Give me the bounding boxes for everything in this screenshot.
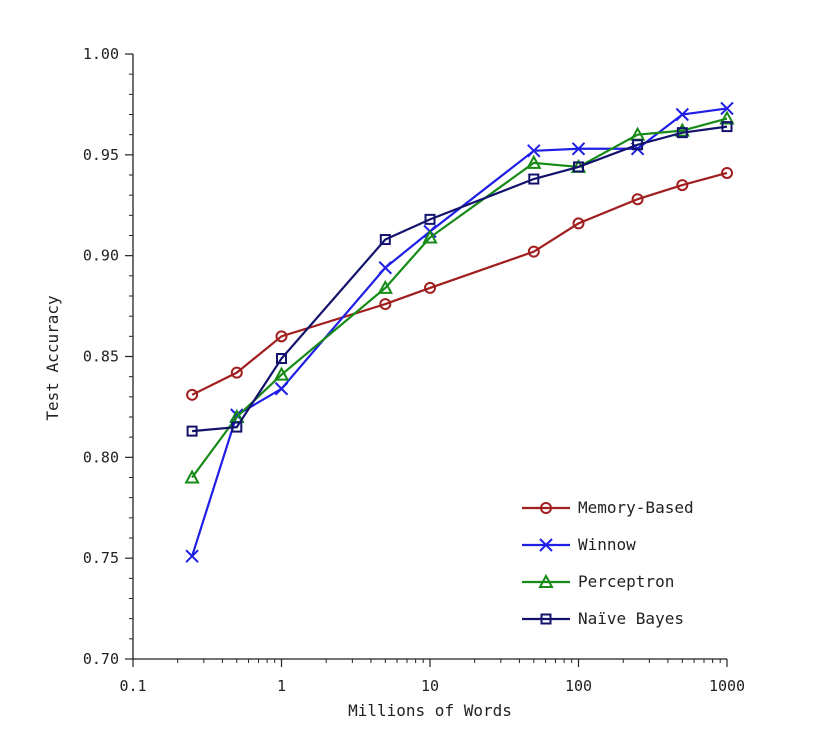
- y-tick-label: 0.80: [83, 448, 119, 466]
- data-point-memory-based: [275, 330, 288, 343]
- data-point-memory-based: [379, 298, 392, 311]
- legend-marker: [539, 538, 553, 552]
- data-point-memory-based: [676, 179, 689, 192]
- series-layer: [184, 101, 735, 563]
- data-point-winnow: [571, 142, 586, 156]
- legend-marker: [540, 502, 552, 514]
- data-point-memory-based: [230, 366, 243, 379]
- series-line-memory-based: [191, 171, 728, 396]
- data-point-na-ve-bayes: [424, 213, 436, 225]
- legend-item-winnow: Winnow: [522, 535, 636, 554]
- data-point-winnow: [378, 261, 393, 275]
- series-memory-based: [186, 166, 733, 401]
- data-point-na-ve-bayes: [632, 139, 644, 151]
- data-point-perceptron: [422, 229, 438, 244]
- legend-marker: [540, 613, 552, 625]
- data-point-na-ve-bayes: [721, 121, 733, 133]
- data-point-memory-based: [631, 193, 644, 206]
- series-line-na-ve-bayes: [191, 125, 728, 433]
- data-point-na-ve-bayes: [276, 353, 287, 365]
- data-point-winnow: [185, 549, 199, 563]
- data-point-na-ve-bayes: [573, 161, 584, 173]
- data-point-na-ve-bayes: [528, 173, 540, 185]
- data-point-winnow-stroke: [527, 144, 541, 158]
- series-perceptron: [184, 110, 735, 484]
- x-tick-label: 0.1: [119, 677, 146, 695]
- data-point-perceptron: [273, 366, 290, 381]
- data-point-na-ve-bayes: [186, 425, 198, 437]
- series-na-ve-bayes: [186, 121, 733, 437]
- data-point-memory-based: [527, 245, 540, 258]
- series-line-perceptron: [191, 117, 728, 479]
- legend-item-memory-based: Memory-Based: [522, 498, 694, 517]
- data-point-winnow: [274, 382, 289, 396]
- legend-label: Naïve Bayes: [578, 609, 684, 628]
- data-point-na-ve-bayes: [676, 127, 688, 139]
- x-axis-label: Millions of Words: [348, 701, 512, 720]
- data-point-na-ve-bayes: [231, 421, 243, 433]
- legend-label: Memory-Based: [578, 498, 694, 517]
- y-tick-label: 0.70: [83, 650, 119, 668]
- y-tick-label: 1.00: [83, 45, 119, 63]
- legend-marker-stroke: [539, 538, 553, 552]
- y-tick-label: 0.75: [83, 549, 119, 567]
- x-tick-label: 1000: [709, 677, 745, 695]
- data-point-na-ve-bayes: [379, 234, 391, 246]
- legend-item-perceptron: Perceptron: [522, 572, 674, 591]
- data-point-memory-based: [186, 388, 199, 401]
- legend: Memory-Based Winnow Perceptron Naïve Bayes: [522, 498, 694, 628]
- data-point-memory-based: [572, 217, 585, 230]
- data-point-perceptron: [719, 110, 735, 125]
- data-point-winnow: [675, 107, 690, 122]
- y-tick-label: 0.90: [83, 247, 119, 265]
- data-point-perceptron: [526, 154, 542, 169]
- data-point-winnow-stroke: [571, 142, 586, 156]
- x-tick-label: 10: [421, 677, 439, 695]
- legend-label: Perceptron: [578, 572, 674, 591]
- y-tick-label: 0.95: [83, 146, 119, 164]
- y-axis-label: Test Accuracy: [43, 295, 62, 421]
- data-point-winnow-stroke: [675, 107, 690, 122]
- series-line-winnow: [191, 107, 728, 557]
- data-point-winnow-stroke: [274, 382, 289, 396]
- legend-label: Winnow: [578, 535, 636, 554]
- axes: 0.70 0.75 0.80 0.85 0.90 0.95 1.00 0.1 1 10 100 100…: [83, 45, 745, 695]
- data-point-perceptron: [377, 279, 393, 294]
- series-winnow: [185, 101, 734, 563]
- legend-marker: [538, 573, 554, 588]
- data-point-winnow: [527, 144, 541, 158]
- y-tick-label: 0.85: [83, 348, 119, 366]
- data-point-perceptron: [184, 469, 200, 484]
- data-point-winnow-stroke: [720, 101, 734, 116]
- data-point-winnow-stroke: [185, 549, 199, 563]
- data-point-winnow: [720, 101, 734, 116]
- x-tick-label: 100: [565, 677, 592, 695]
- data-point-perceptron: [674, 122, 690, 137]
- legend-item-na-ve-bayes: Naïve Bayes: [522, 609, 684, 628]
- data-point-winnow-stroke: [378, 261, 393, 275]
- data-point-memory-based: [424, 281, 436, 294]
- x-tick-label: 1: [277, 677, 286, 695]
- data-point-memory-based: [721, 166, 733, 179]
